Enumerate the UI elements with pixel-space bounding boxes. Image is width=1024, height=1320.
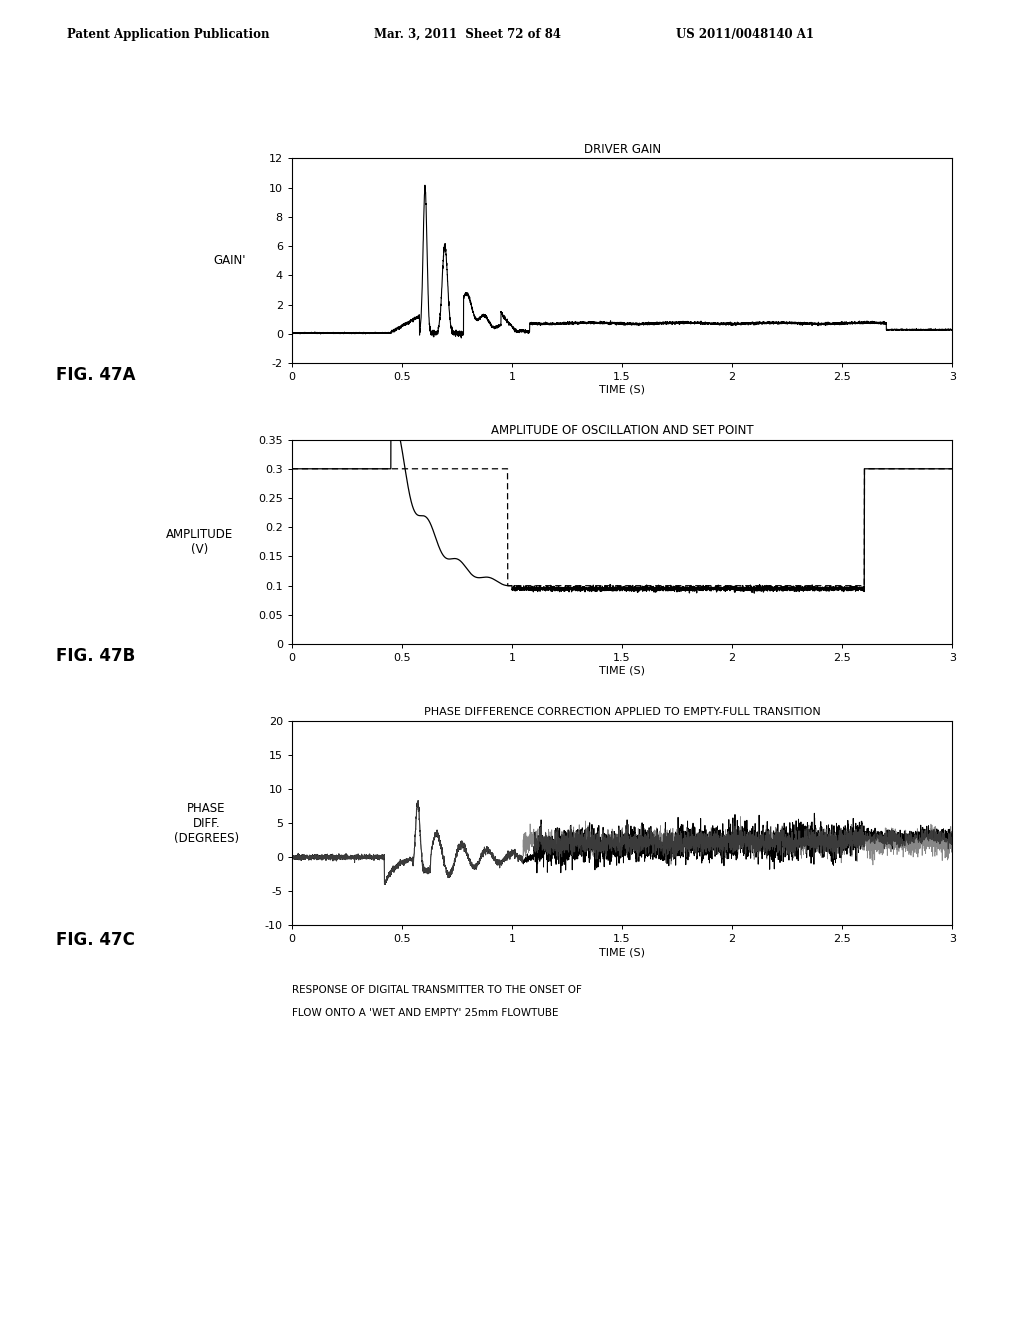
- X-axis label: TIME (S): TIME (S): [599, 385, 645, 395]
- Y-axis label: AMPLITUDE
(V): AMPLITUDE (V): [166, 528, 233, 556]
- Y-axis label: GAIN': GAIN': [214, 255, 246, 267]
- Text: Mar. 3, 2011  Sheet 72 of 84: Mar. 3, 2011 Sheet 72 of 84: [374, 28, 561, 41]
- Y-axis label: PHASE
DIFF.
(DEGREES): PHASE DIFF. (DEGREES): [174, 801, 239, 845]
- Text: RESPONSE OF DIGITAL TRANSMITTER TO THE ONSET OF: RESPONSE OF DIGITAL TRANSMITTER TO THE O…: [292, 985, 582, 995]
- Text: FIG. 47C: FIG. 47C: [56, 931, 135, 949]
- Title: DRIVER GAIN: DRIVER GAIN: [584, 143, 660, 156]
- Title: PHASE DIFFERENCE CORRECTION APPLIED TO EMPTY-FULL TRANSITION: PHASE DIFFERENCE CORRECTION APPLIED TO E…: [424, 708, 820, 717]
- X-axis label: TIME (S): TIME (S): [599, 667, 645, 676]
- Text: US 2011/0048140 A1: US 2011/0048140 A1: [676, 28, 814, 41]
- Text: FLOW ONTO A 'WET AND EMPTY' 25mm FLOWTUBE: FLOW ONTO A 'WET AND EMPTY' 25mm FLOWTUB…: [292, 1008, 558, 1019]
- Text: Patent Application Publication: Patent Application Publication: [67, 28, 269, 41]
- Text: FIG. 47A: FIG. 47A: [56, 366, 136, 384]
- Title: AMPLITUDE OF OSCILLATION AND SET POINT: AMPLITUDE OF OSCILLATION AND SET POINT: [490, 424, 754, 437]
- X-axis label: TIME (S): TIME (S): [599, 948, 645, 957]
- Text: FIG. 47B: FIG. 47B: [56, 647, 135, 665]
